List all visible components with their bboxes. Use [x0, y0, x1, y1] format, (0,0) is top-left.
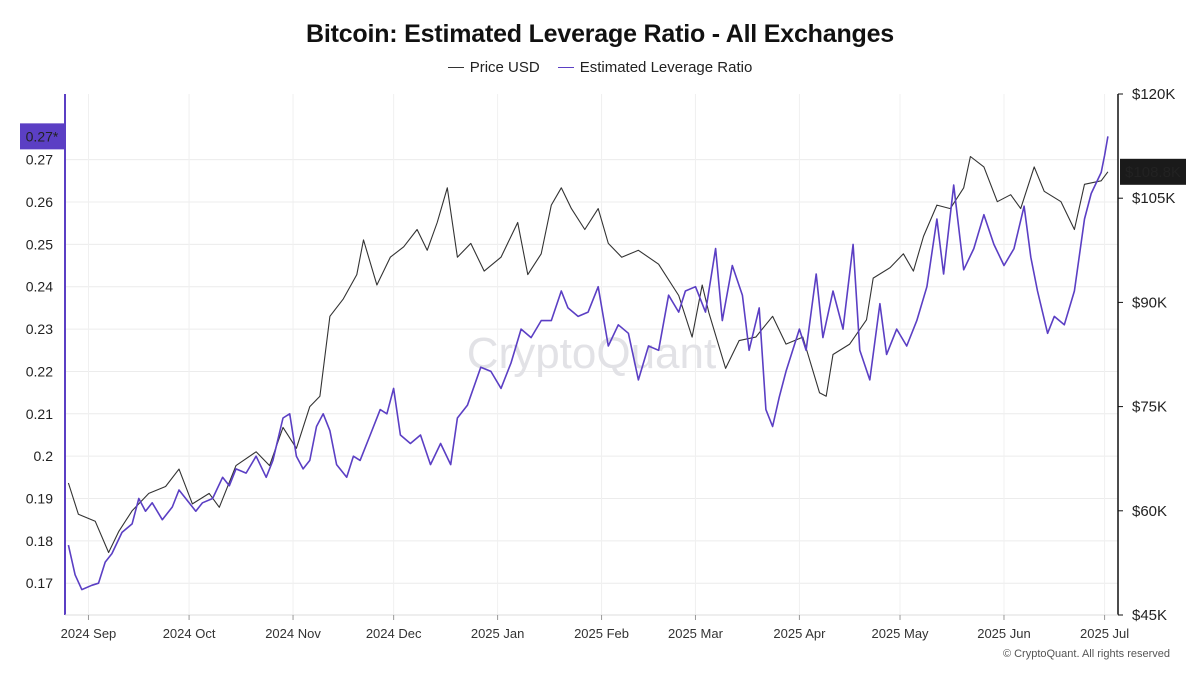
legend-label-leverage: Estimated Leverage Ratio: [579, 59, 753, 76]
legend-swatch-leverage: [557, 67, 574, 68]
legend-label-price: Price USD: [469, 59, 540, 76]
current-leverage-badge: [20, 123, 65, 150]
y-right-tick-label: $90K: [1132, 294, 1167, 311]
y-left-tick-label: 0.27: [26, 152, 53, 168]
y-left-tick-label: 0.25: [26, 236, 53, 252]
series-line-price-usd: [67, 155, 1109, 554]
y-right-tick-label: $105K: [1132, 190, 1175, 207]
x-tick-label: 2025 Feb: [574, 626, 629, 641]
y-right-tick-label: $60K: [1132, 503, 1167, 520]
y-right-tick-label: $120K: [1132, 86, 1175, 103]
y-left-tick-label: 0.21: [26, 406, 53, 422]
legend-swatch-price: [447, 67, 464, 68]
y-right-tick-label: $45K: [1132, 607, 1167, 624]
x-tick-label: 2024 Sep: [61, 626, 117, 641]
current-price-badge: [1120, 158, 1186, 185]
x-tick-label: 2025 Jan: [471, 626, 525, 641]
chart-title: Bitcoin: Estimated Leverage Ratio - All …: [305, 20, 895, 48]
x-tick-label: 2025 Jul: [1080, 626, 1129, 641]
y-left-tick-label: 0.22: [26, 363, 53, 379]
x-tick-label: 2025 Mar: [668, 626, 724, 641]
y-right-tick-label: $75K: [1132, 399, 1167, 416]
y-left-tick-label: 0.26: [26, 194, 53, 210]
y-left-tick-label: 0.24: [26, 279, 53, 295]
y-left-tick-label: 0.2: [34, 448, 54, 464]
current-leverage-label: 0.27*: [26, 128, 59, 144]
watermark: CryptoQuant: [467, 329, 716, 378]
y-left-tick-label: 0.19: [26, 491, 53, 507]
copyright-notice: © CryptoQuant. All rights reserved: [1002, 648, 1170, 660]
x-tick-label: 2025 May: [871, 626, 929, 641]
x-tick-label: 2025 Jun: [977, 626, 1031, 641]
y-left-tick-label: 0.18: [26, 533, 53, 549]
current-price-label: $108.8K: [1125, 164, 1181, 181]
x-tick-label: 2024 Oct: [163, 626, 216, 641]
x-tick-label: 2024 Nov: [265, 626, 321, 641]
legend-item-price[interactable]: Price USD: [447, 59, 540, 76]
x-tick-label: 2025 Apr: [773, 626, 826, 641]
chart-legend: Price USD Estimated Leverage Ratio: [0, 59, 1200, 76]
y-left-tick-label: 0.17: [26, 575, 53, 591]
x-tick-label: 2024 Dec: [366, 626, 422, 641]
series-line-leverage-ratio: [67, 136, 1109, 591]
y-left-tick-label: 0.23: [26, 321, 53, 337]
legend-item-leverage[interactable]: Estimated Leverage Ratio: [557, 59, 753, 76]
